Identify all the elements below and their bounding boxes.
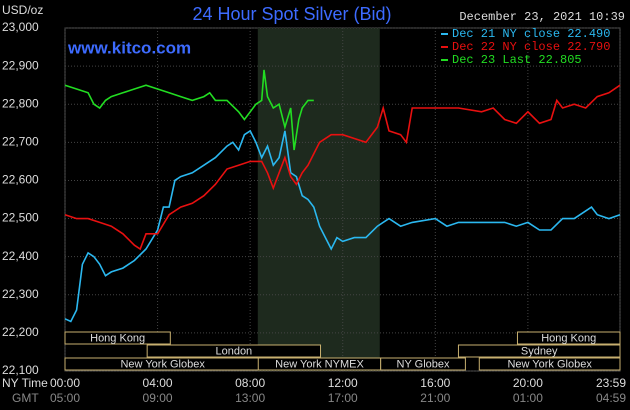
- x-tick-label: 23:59: [596, 376, 626, 390]
- x-tick-label: 08:00: [235, 376, 265, 390]
- x-axis-prefix: NY Time: [2, 376, 48, 390]
- y-tick-label: 22,100: [2, 363, 39, 377]
- y-tick-label: 22,200: [2, 325, 39, 339]
- y-tick-label: 22,600: [2, 173, 39, 187]
- session-label: Hong Kong: [541, 332, 596, 344]
- session-label: Hong Kong: [90, 332, 145, 344]
- x2-tick-label: 05:00: [50, 391, 80, 405]
- chart-title: 24 Hour Spot Silver (Bid): [192, 4, 391, 24]
- session-box: [64, 331, 171, 345]
- timestamp: December 23, 2021 10:39: [459, 10, 625, 24]
- x-tick-label: 04:00: [143, 376, 173, 390]
- series-line: [64, 69, 314, 151]
- x-tick-label: 16:00: [420, 376, 450, 390]
- x2-tick-label: 09:00: [143, 391, 173, 405]
- legend-entry: Dec 21 NY close 22.490: [452, 27, 610, 41]
- session-label: New York Globex: [507, 358, 592, 370]
- y-tick-label: 22,400: [2, 249, 39, 263]
- x-tick-label: 12:00: [328, 376, 358, 390]
- series-line: [64, 84, 621, 251]
- x-tick-label: 20:00: [513, 376, 543, 390]
- y-tick-label: 22,300: [2, 287, 39, 301]
- y-tick-label: 22,900: [2, 58, 39, 72]
- session-box: [478, 357, 621, 371]
- x2-tick-label: 17:00: [328, 391, 358, 405]
- shaded-session: [257, 28, 380, 371]
- y-tick-label: 22,700: [2, 135, 39, 149]
- x2-tick-label: 01:00: [513, 391, 543, 405]
- session-box: [146, 344, 322, 358]
- website: www.kitco.com: [67, 38, 191, 57]
- session-label: New York Globex: [120, 358, 205, 370]
- x2-tick-label: 04:59: [596, 391, 626, 405]
- session-box: [380, 357, 466, 371]
- series-line: [64, 129, 621, 323]
- unit-label: USD/oz: [2, 3, 43, 17]
- x2-tick-label: 13:00: [235, 391, 265, 405]
- session-box: [516, 331, 621, 345]
- x2-axis-prefix: GMT: [12, 391, 39, 405]
- x2-tick-label: 21:00: [420, 391, 450, 405]
- session-label: NY Globex: [397, 358, 450, 370]
- y-tick-label: 22,500: [2, 211, 39, 225]
- session-label: London: [215, 345, 252, 357]
- x-tick-label: 00:00: [50, 376, 80, 390]
- legend-entry: Dec 23 Last 22.805: [452, 53, 582, 67]
- session-label: Sydney: [521, 345, 558, 357]
- y-tick-label: 23,000: [2, 20, 39, 34]
- session-label: New York NYMEX: [275, 358, 364, 370]
- session-box: [457, 344, 621, 358]
- legend-entry: Dec 22 NY close 22.790: [452, 40, 610, 54]
- y-tick-label: 22,800: [2, 96, 39, 110]
